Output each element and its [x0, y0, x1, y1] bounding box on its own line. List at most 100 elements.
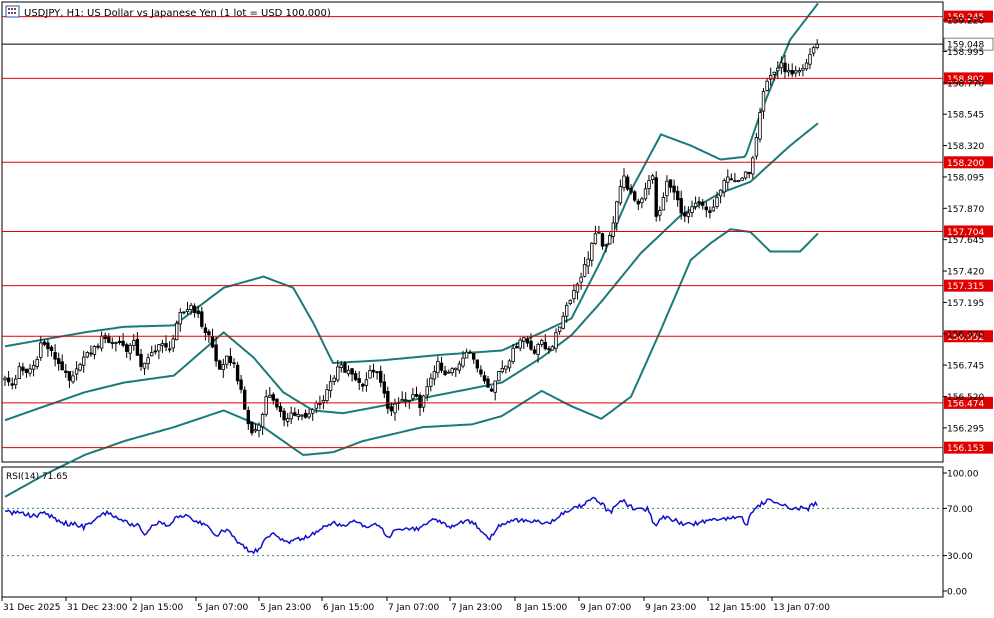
candlestick-series: [3, 39, 819, 438]
symbol-icon[interactable]: [5, 5, 20, 18]
candle-body: [221, 364, 225, 371]
candle-body: [6, 377, 11, 383]
candle-body: [353, 373, 358, 381]
candle-body: [378, 370, 383, 383]
candle-body: [575, 283, 580, 293]
candle-body: [815, 43, 819, 48]
candle-body: [210, 336, 215, 348]
time-tick-label: 31 Dec 23:00: [67, 603, 128, 613]
candle-body: [561, 315, 565, 329]
candle-body: [471, 352, 476, 360]
price-tick-label: 158.545: [947, 111, 984, 121]
candle-body: [658, 210, 662, 216]
time-tick-label: 5 Jan 23:00: [260, 603, 312, 613]
candle-body: [761, 91, 766, 112]
candle-body: [608, 235, 612, 245]
time-tick-label: 31 Dec 2025: [3, 603, 61, 613]
price-axis: 159.220 158.995 158.770 158.545 158.320 158.0…: [943, 17, 984, 434]
candle-body: [772, 71, 776, 75]
rsi-plot-border: [1, 466, 944, 598]
candle-body: [776, 67, 780, 72]
candle-body: [125, 344, 129, 352]
candle-body: [42, 341, 47, 345]
candle-body: [747, 171, 751, 175]
candle-body: [350, 368, 354, 375]
time-tick-label: 6 Jan 15:00: [323, 603, 375, 613]
price-tick-label: 158.095: [947, 173, 984, 183]
candle-body: [89, 352, 93, 355]
candle-body: [693, 202, 698, 207]
candle-body: [593, 233, 598, 244]
main-chart-frame: [1, 1, 944, 463]
candle-body: [740, 177, 744, 181]
price-tick-label: 156.520: [947, 393, 984, 403]
candle-body: [71, 375, 75, 383]
candle-body: [758, 112, 762, 140]
level-label-bg: [944, 225, 993, 238]
candle-body: [676, 190, 680, 201]
candle-body: [783, 62, 787, 73]
candle-body: [486, 378, 490, 388]
candle-body: [532, 349, 537, 354]
candle-body: [182, 311, 186, 314]
candle-body: [192, 305, 197, 314]
candle-body: [640, 198, 644, 204]
candle-body: [629, 187, 633, 193]
candle-body: [507, 360, 512, 369]
candle-body: [364, 379, 369, 386]
price-tick-label: 159.220: [947, 17, 984, 27]
current-price-label-bg: [943, 37, 994, 51]
candle-body: [547, 348, 551, 351]
bollinger-middle-line: [4, 122, 819, 422]
candle-body: [246, 409, 250, 425]
candle-body: [10, 383, 14, 386]
candle-body: [414, 393, 419, 397]
candle-body: [468, 351, 472, 354]
candle-body: [751, 157, 755, 175]
candle-body: [21, 366, 25, 371]
price-tick-label: 157.870: [947, 205, 984, 215]
candle-body: [622, 175, 626, 188]
candle-body: [443, 370, 447, 375]
candle-body: [336, 366, 340, 381]
candle-body: [654, 177, 658, 217]
candle-body: [393, 403, 397, 414]
candle-body: [386, 390, 390, 409]
candle-body: [325, 389, 329, 402]
candle-body: [643, 188, 648, 200]
candle-body: [343, 362, 347, 373]
candle-body: [132, 340, 136, 346]
candle-body: [307, 413, 311, 418]
price-tick-label: 158.320: [947, 142, 984, 152]
candle-body: [529, 340, 533, 350]
candle-body: [153, 350, 157, 353]
candle-body: [672, 185, 676, 193]
candle-body: [429, 377, 433, 387]
candle-body: [321, 399, 326, 403]
candle-body: [289, 412, 293, 420]
candle-body: [568, 300, 572, 304]
candle-body: [382, 381, 386, 394]
candle-body: [647, 180, 651, 189]
candle-body: [500, 367, 504, 373]
candle-body: [400, 398, 404, 402]
candle-body: [808, 54, 812, 65]
support-resistance-levels: 159.245 158.802 158.200 157.704 157.315 156.9…: [2, 10, 994, 454]
candle-body: [278, 406, 283, 412]
candle-body: [28, 368, 32, 374]
candle-body: [314, 402, 318, 409]
candle-body: [253, 429, 258, 432]
candle-body: [142, 362, 147, 369]
candle-body: [232, 362, 236, 365]
time-tick-label: 13 Jan 07:00: [773, 603, 830, 613]
candle-body: [242, 389, 247, 410]
candle-body: [683, 212, 687, 217]
rsi-tick-label: 0.00: [947, 588, 967, 598]
candle-body: [450, 368, 454, 374]
candle-body: [536, 344, 540, 355]
candle-body: [96, 345, 100, 348]
candle-body: [271, 394, 275, 401]
candle-body: [285, 418, 290, 422]
